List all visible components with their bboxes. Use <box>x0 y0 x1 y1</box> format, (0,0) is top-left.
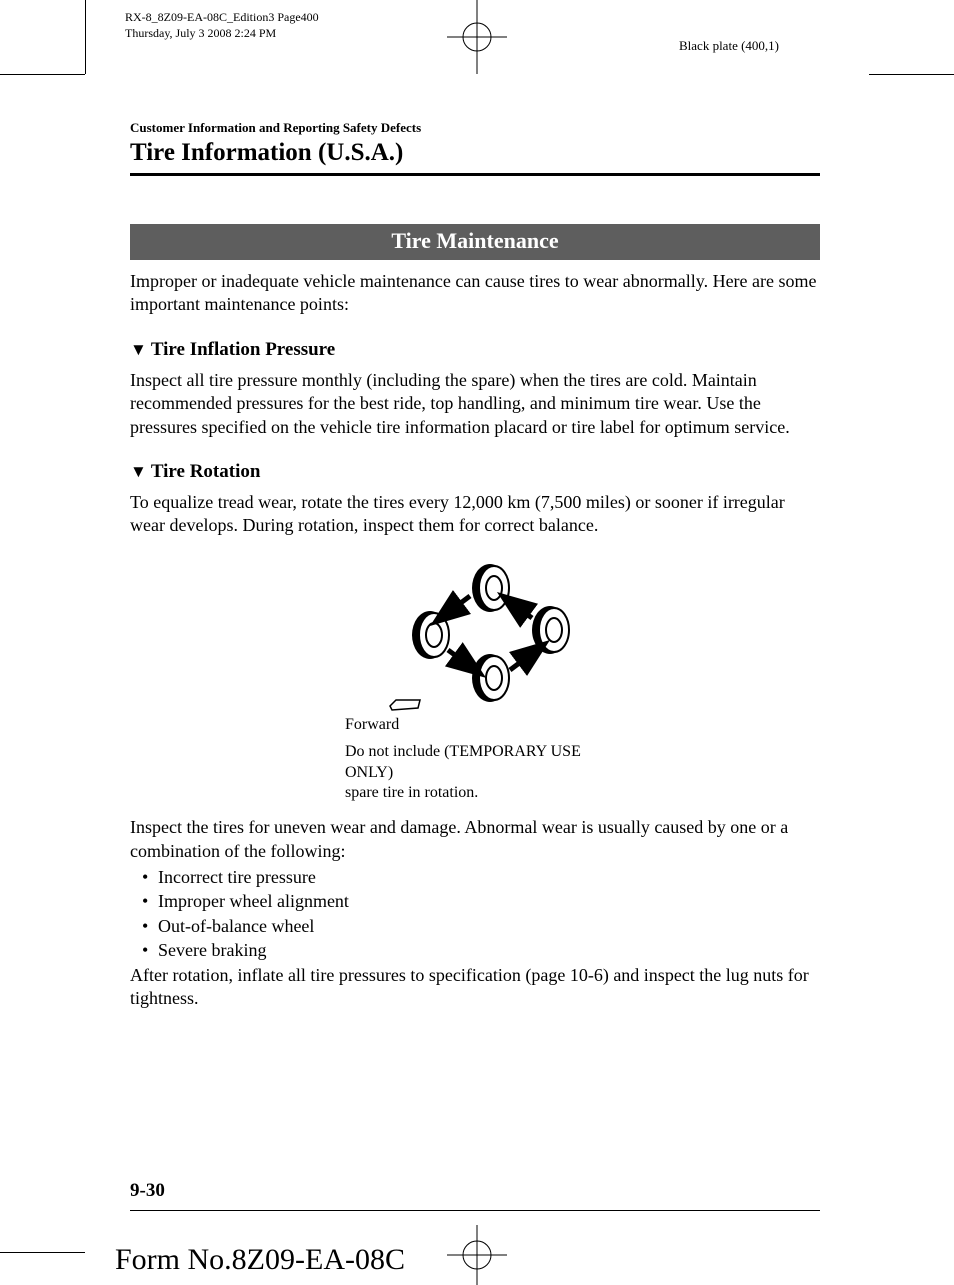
page-title: Tire Information (U.S.A.) <box>130 139 820 167</box>
intro-text: Improper or inadequate vehicle maintenan… <box>130 270 820 317</box>
triangle-down-icon: ▼ <box>130 463 147 480</box>
inflation-heading: ▼ Tire Inflation Pressure <box>130 339 820 361</box>
tire-rotation-diagram-icon <box>360 560 590 720</box>
registration-mark-top-icon <box>447 0 507 74</box>
crop-line-right <box>869 74 954 75</box>
inflation-heading-text: Tire Inflation Pressure <box>151 339 335 361</box>
crop-line-left <box>0 74 85 75</box>
rotation-heading: ▼ Tire Rotation <box>130 461 820 483</box>
list-item: Out-of-balance wheel <box>142 914 820 938</box>
inflation-body: Inspect all tire pressure monthly (inclu… <box>130 369 820 439</box>
page-content: Customer Information and Reporting Safet… <box>130 120 820 1033</box>
tire-rotation-figure: Forward Do not include (TEMPORARY USE ON… <box>325 560 625 804</box>
list-item: Severe braking <box>142 938 820 962</box>
list-item: Incorrect tire pressure <box>142 865 820 889</box>
form-number: Form No.8Z09-EA-08C <box>115 1243 405 1277</box>
page-footer-rule <box>130 1210 820 1211</box>
wear-causes-list: Incorrect tire pressure Improper wheel a… <box>142 865 820 962</box>
figure-caption-line2: spare tire in rotation. <box>345 784 478 801</box>
crop-line-bottom-left <box>0 1252 85 1253</box>
figure-forward-label: Forward <box>345 716 625 734</box>
title-rule <box>130 173 820 176</box>
list-item: Improper wheel alignment <box>142 889 820 913</box>
figure-caption-line1: Do not include (TEMPORARY USE ONLY) <box>345 743 581 781</box>
after-rotation-text: After rotation, inflate all tire pressur… <box>130 964 820 1011</box>
inspect-text: Inspect the tires for uneven wear and da… <box>130 816 820 863</box>
rotation-intro: To equalize tread wear, rotate the tires… <box>130 491 820 538</box>
print-plate: Black plate (400,1) <box>679 38 779 54</box>
section-banner: Tire Maintenance <box>130 224 820 260</box>
figure-caption: Do not include (TEMPORARY USE ONLY) spar… <box>345 742 625 804</box>
triangle-down-icon: ▼ <box>130 341 147 358</box>
breadcrumb: Customer Information and Reporting Safet… <box>130 120 820 136</box>
registration-mark-bottom-icon <box>447 1225 507 1285</box>
page-number: 9-30 <box>130 1180 165 1202</box>
crop-tick-left <box>85 0 86 74</box>
rotation-heading-text: Tire Rotation <box>151 461 261 483</box>
